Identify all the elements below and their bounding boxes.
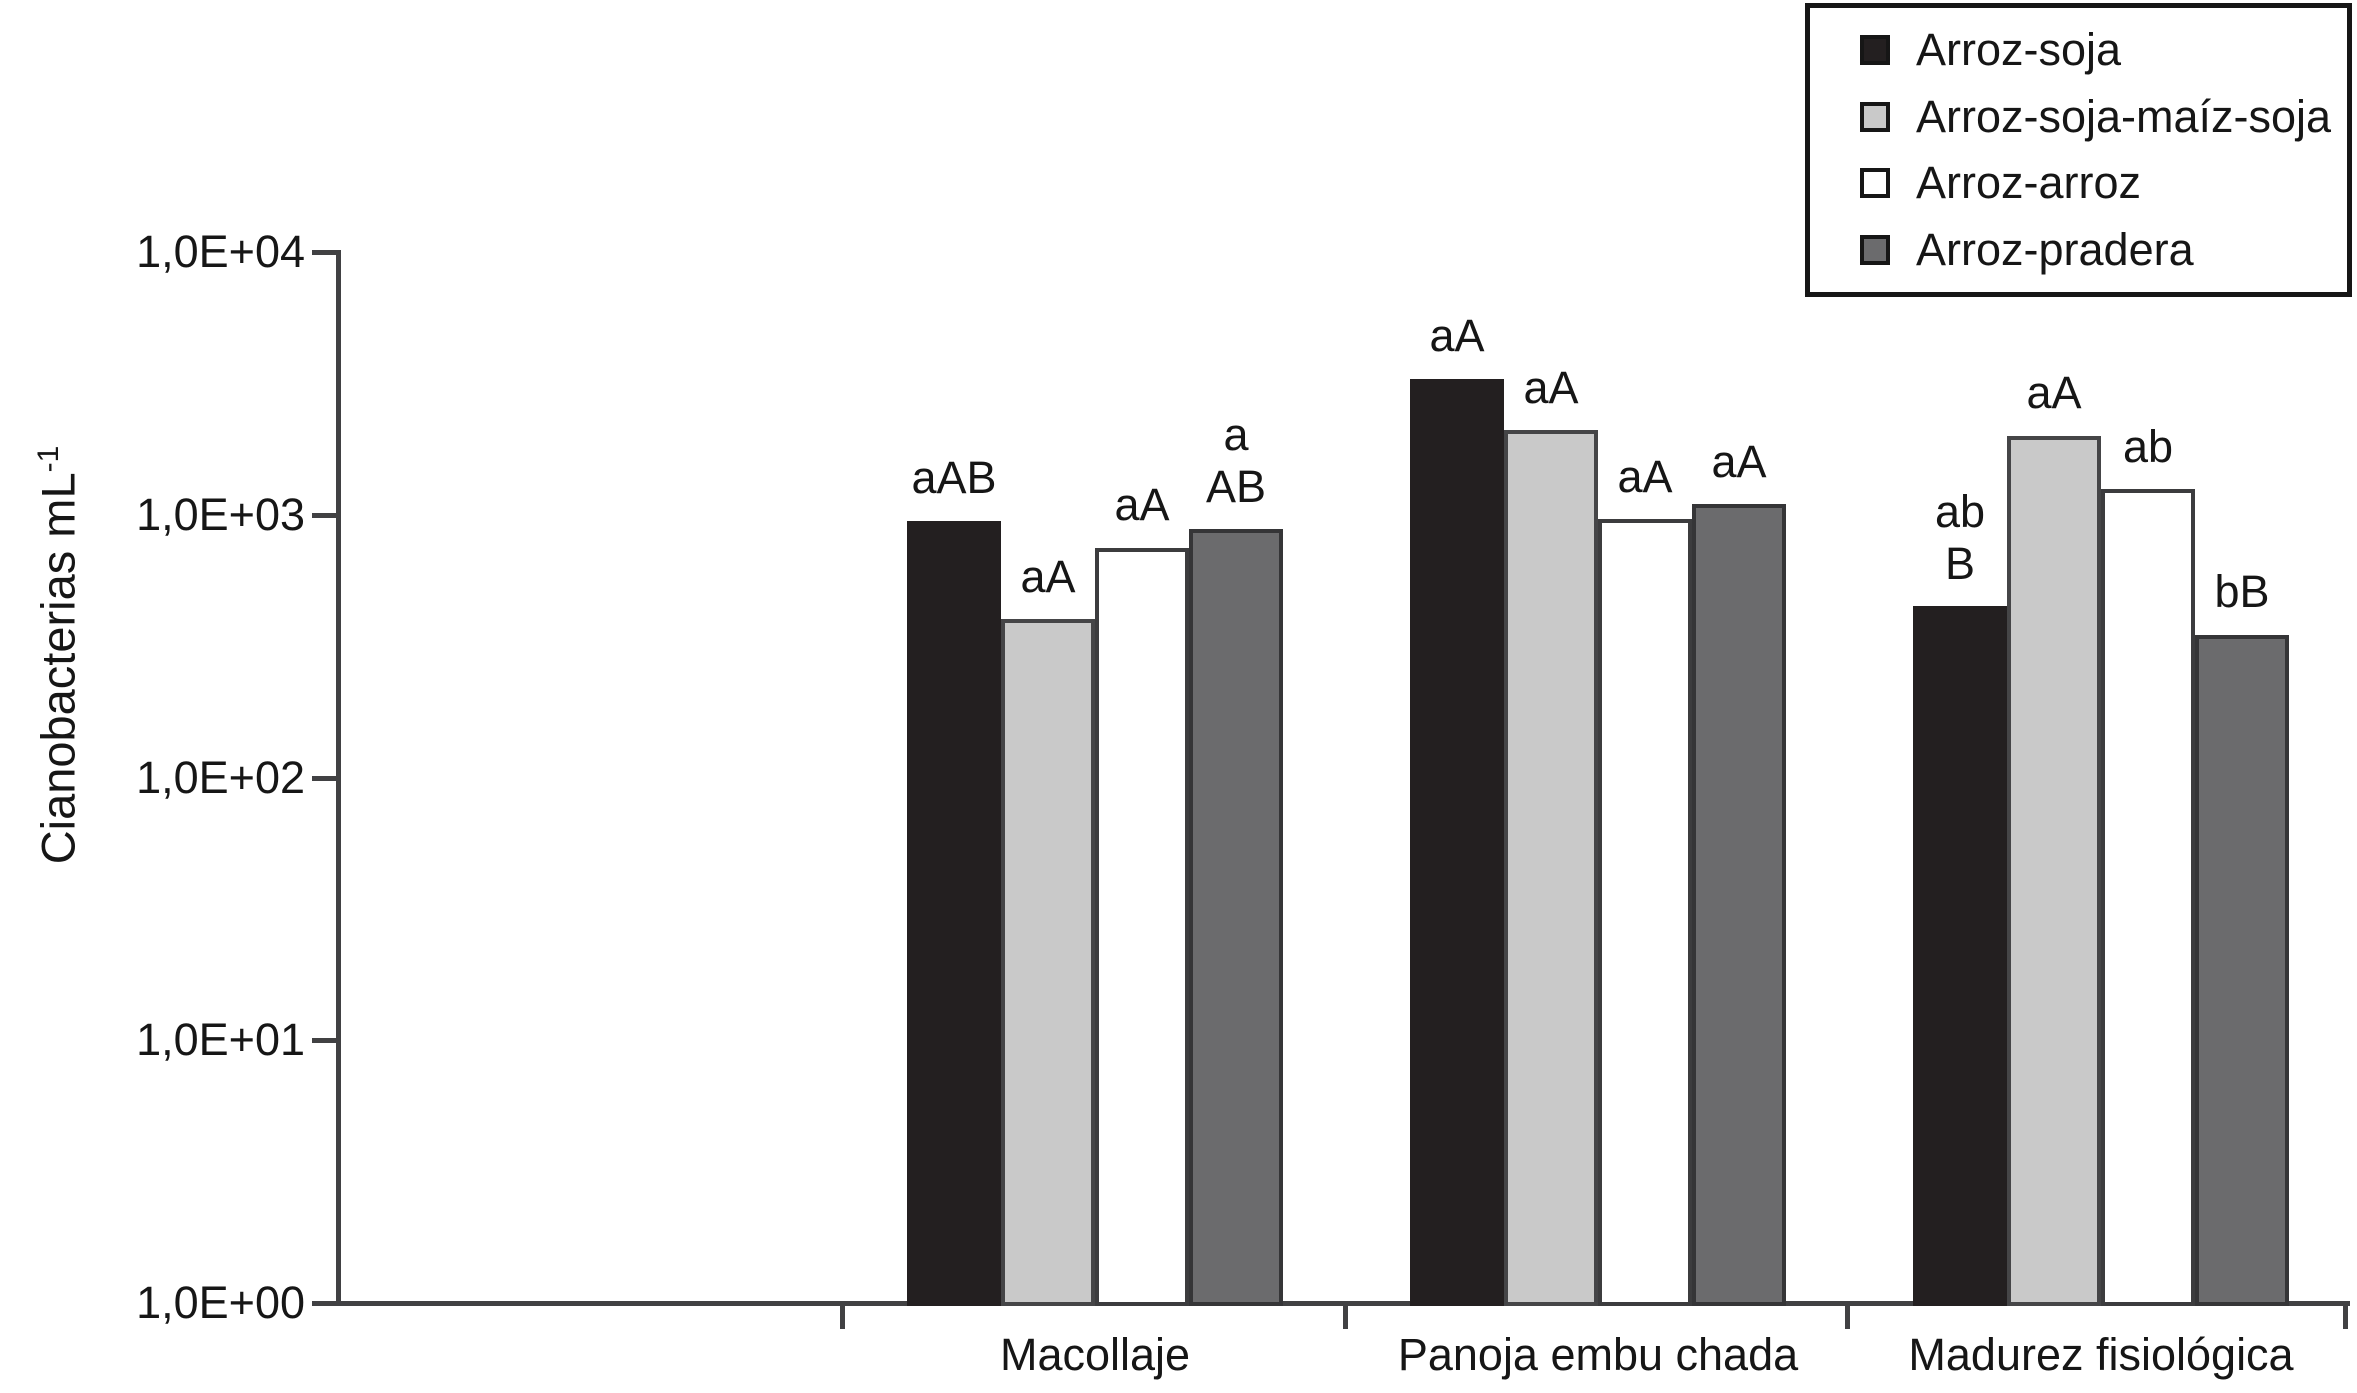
bar-Arroz-soja-Macollaje — [907, 520, 1001, 1306]
bar-Arroz-pradera-Madurez fisiológica — [2195, 634, 2289, 1306]
legend-item: Arroz-pradera — [1810, 219, 2347, 281]
y-axis-tick — [312, 775, 338, 781]
legend-item: Arroz-arroz — [1810, 152, 2347, 214]
y-axis-tick-label: 1,0E+02 — [136, 751, 305, 803]
y-axis-title-superscript: -1 — [31, 445, 65, 473]
y-axis-tick-label: 1,0E+04 — [136, 226, 305, 277]
y-axis-tick — [312, 250, 338, 255]
bar-Arroz-arroz-Panoja embu chada — [1598, 519, 1692, 1306]
legend-item: Arroz-soja — [1810, 19, 2347, 81]
y-axis-tick — [312, 512, 338, 518]
legend-swatch-icon — [1860, 168, 1890, 199]
legend-swatch-icon — [1860, 101, 1890, 132]
legend-label: Arroz-arroz — [1916, 157, 2142, 209]
bar-Arroz-soja-maíz-soja-Panoja embu chada — [1504, 430, 1598, 1306]
y-axis-title-text: Cianobacterias mL — [31, 472, 85, 865]
bar-Arroz-pradera-Panoja embu chada — [1692, 503, 1786, 1306]
legend-swatch-icon — [1860, 34, 1890, 65]
bar-Arroz-soja-maíz-soja-Macollaje — [1001, 619, 1095, 1306]
bar-value-label: aA — [1020, 551, 1076, 603]
x-axis-category-label: Panoja embu chada — [1397, 1329, 1799, 1380]
bar-value-label: aA — [1114, 479, 1170, 531]
legend-label: Arroz-soja — [1916, 23, 2122, 75]
bar-value-label: ab B — [1934, 485, 1986, 589]
bar-Arroz-pradera-Macollaje — [1189, 529, 1283, 1306]
y-axis-line — [336, 250, 341, 1306]
bar-Arroz-soja-maíz-soja-Madurez fisiológica — [2007, 435, 2101, 1306]
bar-value-label: aA — [1617, 451, 1673, 503]
x-axis-category-label: Madurez fisiológica — [1908, 1329, 2294, 1380]
bar-Arroz-soja-Panoja embu chada — [1410, 378, 1504, 1306]
bar-value-label: aA — [2026, 367, 2082, 419]
bar-value-label: bB — [2214, 566, 2270, 618]
x-axis-tick — [840, 1303, 845, 1329]
legend-label: Arroz-pradera — [1916, 224, 2194, 276]
x-axis-tick — [1845, 1303, 1850, 1329]
bar-value-label: a AB — [1205, 408, 1267, 513]
legend-label: Arroz-soja-maíz-soja — [1916, 90, 2332, 142]
bar-value-label: aA — [1523, 361, 1579, 413]
bar-value-label: aA — [1429, 310, 1485, 362]
y-axis-tick — [312, 1301, 338, 1306]
bar-value-label: aA — [1711, 435, 1767, 487]
y-axis-tick-label: 1,0E+03 — [136, 488, 305, 540]
y-axis-tick — [312, 1038, 338, 1044]
bar-value-label: aAB — [911, 452, 997, 504]
legend-box: Arroz-soja Arroz-soja-maíz-soja Arroz-arro… — [1805, 3, 2352, 297]
legend-item: Arroz-soja-maíz-soja — [1810, 86, 2347, 148]
bar-Arroz-arroz-Macollaje — [1095, 547, 1189, 1306]
y-axis-tick-label: 1,0E+00 — [136, 1277, 305, 1328]
bar-Arroz-arroz-Madurez fisiológica — [2101, 489, 2195, 1306]
bar-value-label: ab — [2122, 421, 2174, 473]
y-axis-tick-label: 1,0E+01 — [136, 1014, 305, 1066]
x-axis-tick — [2343, 1303, 2348, 1329]
legend-swatch-icon — [1860, 235, 1890, 266]
x-axis-category-label: Macollaje — [999, 1329, 1191, 1380]
bar-Arroz-soja-Madurez fisiológica — [1913, 605, 2007, 1306]
y-axis-title: Cianobacterias mL-1 — [31, 446, 86, 865]
x-axis-tick — [1343, 1303, 1348, 1329]
